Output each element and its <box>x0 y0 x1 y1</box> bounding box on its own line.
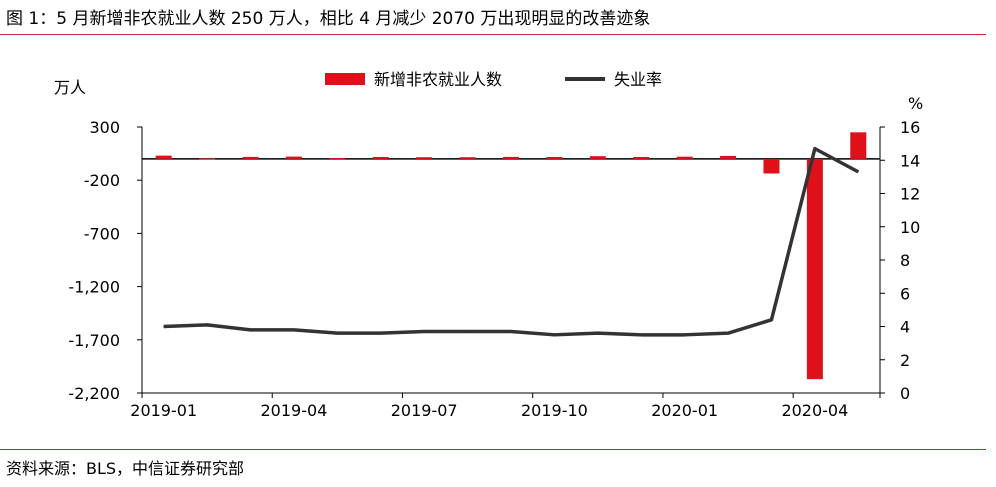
left-tick-label: 300 <box>89 118 120 137</box>
bar <box>546 157 563 159</box>
x-tick-label: 2019-10 <box>521 401 588 420</box>
line-point <box>814 148 816 150</box>
line-point <box>727 332 729 334</box>
bar <box>416 157 433 159</box>
bar <box>850 132 867 159</box>
left-axis-unit: 万人 <box>54 78 86 97</box>
line-point <box>467 330 469 332</box>
bar <box>676 156 693 159</box>
line-point <box>336 332 338 334</box>
title-rule <box>0 34 986 35</box>
bar <box>242 156 259 159</box>
left-tick-label: -1,700 <box>68 331 120 350</box>
right-tick-label: 12 <box>900 185 920 204</box>
bar <box>285 156 302 159</box>
legend-bar-label: 新增非农就业人数 <box>374 70 502 89</box>
line-point <box>250 329 252 331</box>
bar <box>806 158 823 380</box>
line-point <box>380 332 382 334</box>
left-tick-label: -1,200 <box>68 278 120 297</box>
x-tick-label: 2019-04 <box>261 401 328 420</box>
right-tick-label: 8 <box>900 251 910 270</box>
line-point <box>423 330 425 332</box>
line-point <box>293 329 295 331</box>
line-point <box>163 326 165 327</box>
left-tick-label: -700 <box>84 224 120 243</box>
source-note: 资料来源：BLS，中信证券研究部 <box>6 459 245 478</box>
right-tick-label: 6 <box>900 284 910 303</box>
legend-line-label: 失业率 <box>614 70 662 89</box>
bar <box>459 157 476 159</box>
unemployment-line <box>163 146 860 337</box>
right-tick-label: 10 <box>900 218 920 237</box>
line-point <box>640 334 642 336</box>
line-point <box>597 332 599 334</box>
right-tick-label: 4 <box>900 318 910 337</box>
right-tick-label: 0 <box>900 384 910 403</box>
chart-title: 图 1：5 月新增非农就业人数 250 万人，相比 4 月减少 2070 万出现… <box>6 9 651 29</box>
bar <box>720 155 737 159</box>
bar <box>633 157 650 159</box>
line-point <box>857 171 859 173</box>
right-tick-label: 16 <box>900 118 920 137</box>
bar <box>329 158 346 160</box>
right-tick-label: 2 <box>900 351 910 370</box>
right-axis-unit: % <box>908 94 923 113</box>
line-point <box>684 334 686 336</box>
x-tick-label: 2019-07 <box>391 401 458 420</box>
x-tick-label: 2020-01 <box>651 401 718 420</box>
left-tick-label: -2,200 <box>68 384 120 403</box>
x-tick-label: 2020-04 <box>781 401 848 420</box>
line-point <box>553 334 555 336</box>
right-tick-label: 14 <box>900 151 920 170</box>
x-tick-label: 2019-01 <box>130 401 197 420</box>
legend-bar-swatch <box>325 73 365 85</box>
line-series <box>163 146 860 337</box>
left-tick-label: -200 <box>84 171 120 190</box>
bar <box>763 158 780 174</box>
bar <box>155 155 172 159</box>
line-point <box>206 324 208 326</box>
legend: 新增非农就业人数 失业率 <box>325 70 662 89</box>
line-point <box>770 319 772 321</box>
bar-series <box>155 132 867 380</box>
bar <box>589 156 606 159</box>
line-point <box>510 330 512 332</box>
bar <box>199 158 216 160</box>
tick-labels: 300 -200 -700 -1,200 -1,700 -2,200 16 14 12 10 8 6 4… <box>68 118 920 420</box>
bar <box>372 157 389 159</box>
bar <box>503 156 519 159</box>
source-rule <box>0 449 986 450</box>
